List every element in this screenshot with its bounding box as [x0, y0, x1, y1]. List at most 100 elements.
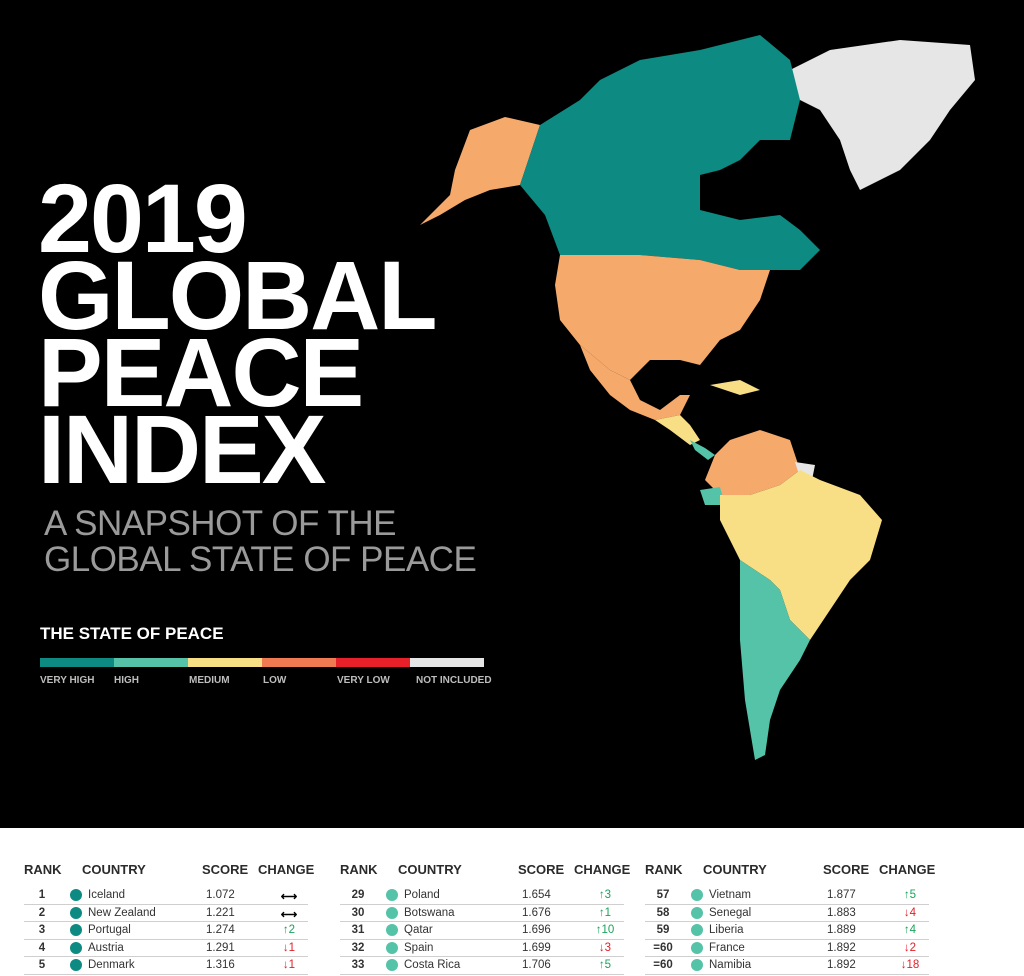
- header-country: COUNTRY: [82, 862, 146, 877]
- mexico: [580, 345, 690, 420]
- peace-level-dot: [70, 906, 82, 919]
- rank: =60: [653, 941, 673, 954]
- header-score: SCORE: [518, 862, 565, 877]
- country: Vietnam: [709, 889, 751, 901]
- country: Austria: [88, 941, 124, 954]
- change-value: 4: [909, 924, 917, 936]
- country: Denmark: [88, 959, 135, 971]
- rank: 57: [656, 889, 670, 901]
- peace-level-dot: [70, 889, 82, 901]
- country: Poland: [404, 889, 440, 901]
- table-row: 58 Senegal 1.883 ↓4: [645, 905, 929, 922]
- colombia-venezuela: [705, 430, 800, 495]
- peace-level-dot: [691, 906, 703, 919]
- rank: 58: [656, 906, 670, 919]
- subtitle: A SNAPSHOT OF THE GLOBAL STATE OF PEACE: [44, 504, 477, 579]
- table-row: 29 Poland 1.654 ↑3: [340, 887, 624, 905]
- legend-label: LOW: [263, 675, 287, 686]
- change-value: 5: [604, 959, 612, 971]
- legend-title: THE STATE OF PEACE: [40, 624, 224, 643]
- change: ↓3: [580, 942, 630, 954]
- change: ↑2: [264, 924, 314, 936]
- country: Costa Rica: [404, 959, 461, 971]
- usa: [555, 255, 770, 380]
- rank: 5: [38, 959, 46, 971]
- peace-level-dot: [70, 959, 82, 971]
- peace-level-dot: [70, 941, 82, 954]
- peace-level-dot: [386, 906, 398, 919]
- arrow-up-icon: ↑: [598, 889, 605, 901]
- arrow-up-icon: ↑: [595, 924, 602, 936]
- change: ↑10: [580, 924, 630, 936]
- score: 1.274: [206, 924, 235, 936]
- peace-level-dot: [691, 924, 703, 936]
- brazil-peru-bolivia: [720, 470, 882, 640]
- change-value: 2: [288, 924, 296, 936]
- country: Namibia: [709, 959, 752, 971]
- header-change: CHANGE: [574, 862, 631, 877]
- header-score: SCORE: [202, 862, 249, 877]
- caribbean: [710, 380, 760, 395]
- change: ↑4: [885, 924, 935, 936]
- subtitle-line: GLOBAL STATE OF PEACE: [44, 540, 477, 579]
- score: 1.072: [206, 889, 235, 901]
- rank: =60: [653, 959, 673, 971]
- change-value: 10: [601, 924, 615, 936]
- legend-labels: VERY HIGH HIGH MEDIUM LOW VERY LOW NOT INCLUD…: [40, 675, 510, 689]
- central-america: [655, 415, 700, 445]
- alaska: [420, 117, 540, 225]
- change-value: 2: [909, 941, 917, 954]
- arrow-down-icon: ↓: [598, 941, 605, 954]
- change: ↓4: [885, 907, 935, 919]
- title-line: PEACE: [38, 318, 364, 427]
- peace-level-dot: [386, 959, 398, 971]
- peace-level-dot: [691, 889, 703, 901]
- subtitle-line: A SNAPSHOT OF THE: [44, 504, 396, 543]
- score: 1.877: [827, 889, 856, 901]
- table-row: 4 Austria 1.291 ↓1: [24, 940, 308, 957]
- arrow-both-icon: ⟷: [280, 908, 298, 921]
- score: 1.696: [522, 924, 551, 936]
- score: 1.699: [522, 941, 551, 954]
- arrow-up-icon: ↑: [598, 906, 605, 919]
- arrow-up-icon: ↑: [598, 959, 605, 971]
- country: Iceland: [88, 889, 126, 901]
- country: Senegal: [709, 906, 752, 919]
- score: 1.316: [206, 959, 235, 971]
- rank: 31: [351, 924, 365, 936]
- country: France: [709, 941, 745, 954]
- score: 1.706: [522, 959, 551, 971]
- change: ↑3: [580, 889, 630, 901]
- header-change: CHANGE: [879, 862, 936, 877]
- legend-bar: [40, 658, 484, 667]
- title-line: 2019: [38, 164, 248, 273]
- table-row: 5 Denmark 1.316 ↓1: [24, 957, 308, 975]
- legend-label: MEDIUM: [189, 675, 230, 686]
- southern-cone: [740, 560, 810, 760]
- table-row: 57 Vietnam 1.877 ↑5: [645, 887, 929, 905]
- table-row: 3 Portugal 1.274 ↑2: [24, 922, 308, 940]
- page-title: 2019 GLOBAL PEACE INDEX: [38, 164, 438, 498]
- country: Portugal: [88, 924, 131, 936]
- peace-level-dot: [386, 924, 398, 936]
- country: Botswana: [404, 906, 455, 919]
- legend-swatch: [40, 658, 114, 667]
- change: ↑5: [580, 959, 630, 971]
- header-country: COUNTRY: [398, 862, 462, 877]
- change: ↑5: [885, 889, 935, 901]
- score: 1.883: [827, 906, 856, 919]
- legend-label: VERY LOW: [337, 675, 390, 686]
- change: ↓1: [264, 959, 314, 971]
- change-value: 18: [906, 959, 920, 971]
- peace-level-dot: [386, 889, 398, 901]
- legend-label: HIGH: [114, 675, 139, 686]
- change-value: 1: [288, 941, 296, 954]
- change: ⟷: [264, 907, 314, 921]
- peace-level-dot: [691, 959, 703, 971]
- rank: 4: [38, 941, 46, 954]
- score: 1.654: [522, 889, 551, 901]
- arrow-up-icon: ↑: [903, 889, 910, 901]
- legend-swatch: [188, 658, 262, 667]
- change-value: 5: [909, 889, 917, 901]
- country: Liberia: [709, 924, 744, 936]
